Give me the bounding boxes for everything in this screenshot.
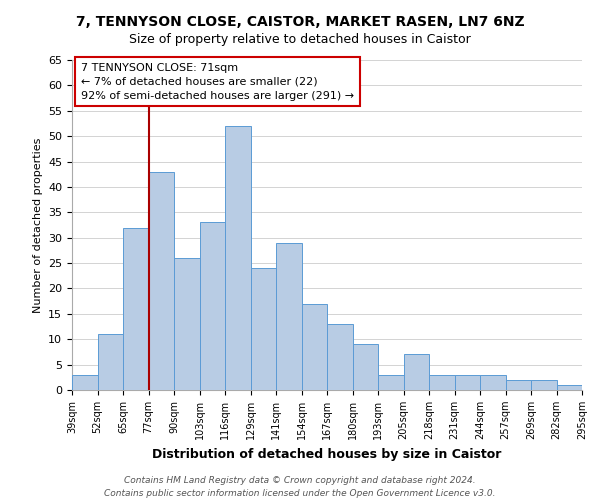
Bar [429,375,455,390]
Bar [480,375,505,390]
Bar [302,304,327,390]
Text: Size of property relative to detached houses in Caistor: Size of property relative to detached ho… [129,32,471,46]
Bar [455,375,480,390]
Bar [505,380,531,390]
Bar [378,375,404,390]
Bar [199,222,225,390]
Bar [276,243,302,390]
Text: 7, TENNYSON CLOSE, CAISTOR, MARKET RASEN, LN7 6NZ: 7, TENNYSON CLOSE, CAISTOR, MARKET RASEN… [76,15,524,29]
Bar [251,268,276,390]
Text: 7 TENNYSON CLOSE: 71sqm
← 7% of detached houses are smaller (22)
92% of semi-det: 7 TENNYSON CLOSE: 71sqm ← 7% of detached… [81,62,354,100]
Bar [174,258,199,390]
Bar [123,228,149,390]
Bar [149,172,174,390]
Bar [72,375,97,390]
X-axis label: Distribution of detached houses by size in Caistor: Distribution of detached houses by size … [152,448,502,460]
Bar [97,334,123,390]
Bar [404,354,429,390]
Text: Contains HM Land Registry data © Crown copyright and database right 2024.
Contai: Contains HM Land Registry data © Crown c… [104,476,496,498]
Bar [531,380,557,390]
Y-axis label: Number of detached properties: Number of detached properties [32,138,43,312]
Bar [225,126,251,390]
Bar [327,324,353,390]
Bar [557,385,582,390]
Bar [353,344,378,390]
